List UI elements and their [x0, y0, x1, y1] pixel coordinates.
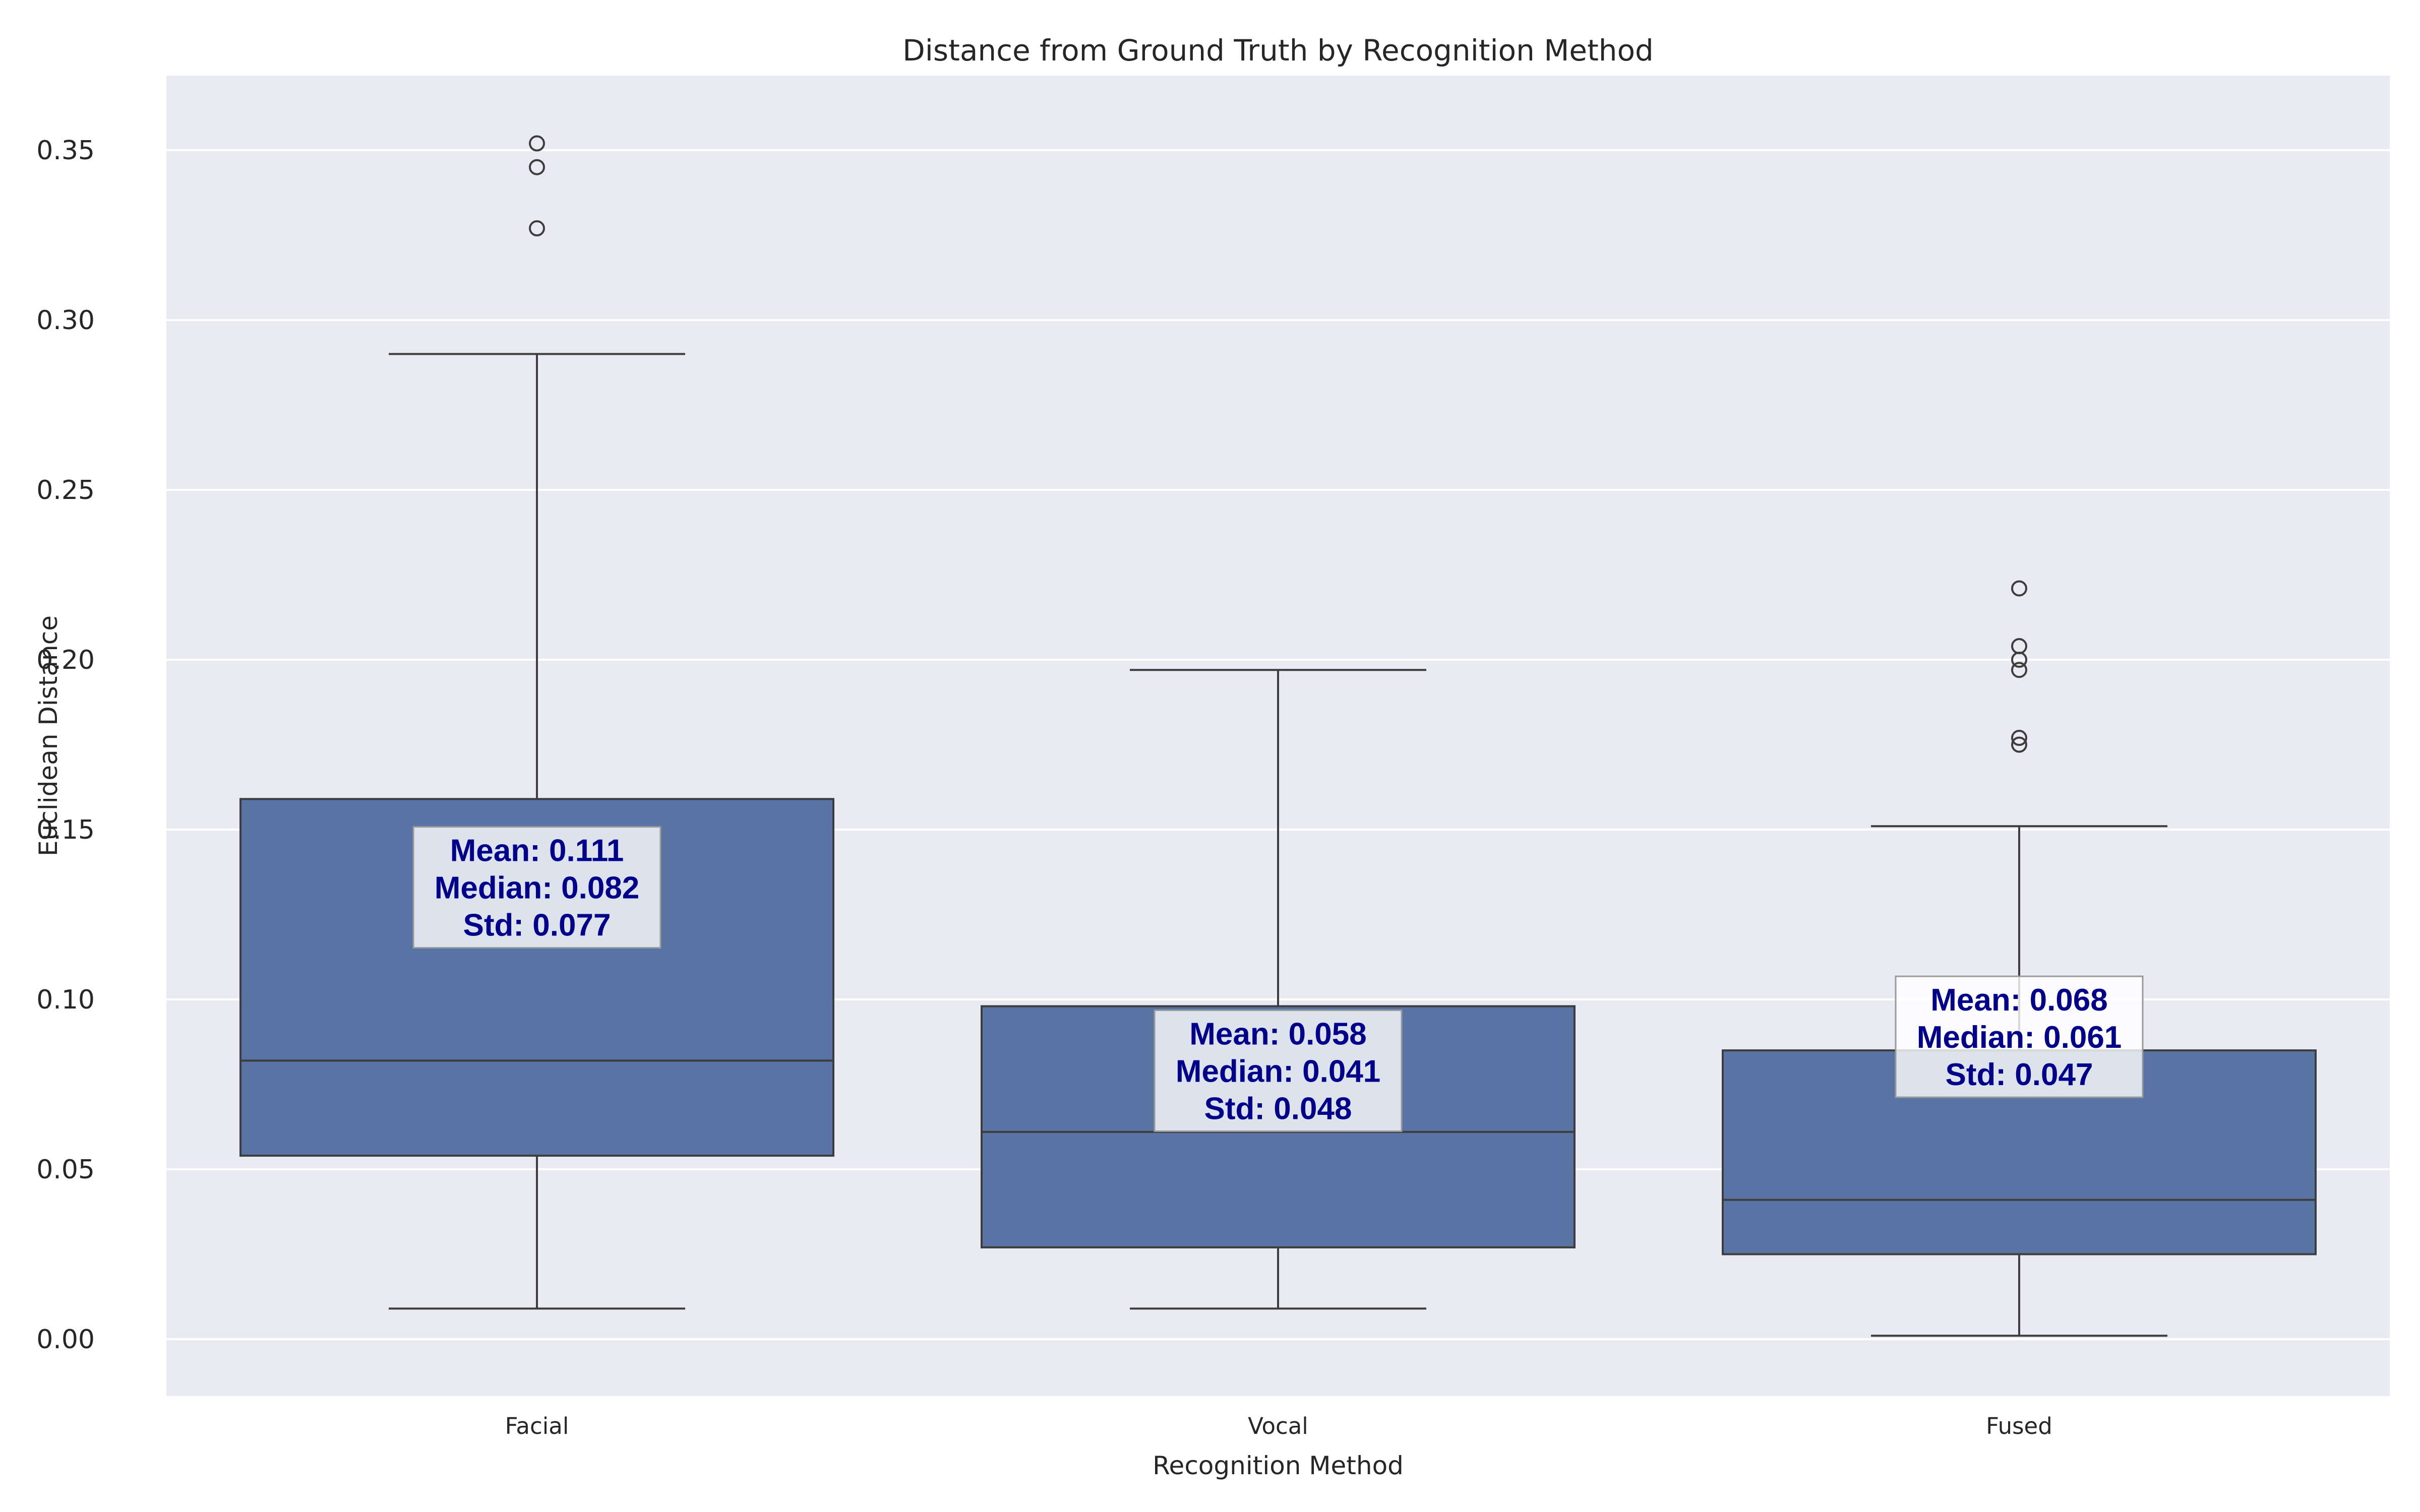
y-tick-label: 0.05	[36, 1155, 95, 1185]
y-tick-label: 0.30	[36, 305, 95, 336]
outlier-point	[529, 159, 545, 175]
y-tick-label: 0.20	[36, 645, 95, 675]
y-axis-ticks: 0.00 0.05 0.10 0.15 0.20 0.25 0.30 0.35	[36, 136, 95, 1355]
y-axis-label: Euclidean Distance	[34, 615, 63, 856]
x-tick-label: Fused	[1986, 1413, 2052, 1439]
x-tick-label: Vocal	[1248, 1413, 1308, 1439]
annotation-line: Std: 0.047	[1946, 1057, 2093, 1092]
outlier-point	[2011, 580, 2027, 597]
x-tick-label: Facial	[505, 1413, 569, 1439]
y-tick-label: 0.15	[36, 815, 95, 845]
outlier-point	[2011, 730, 2027, 746]
chart-title: Distance from Ground Truth by Recognitio…	[902, 33, 1654, 68]
annotation-line: Mean: 0.058	[1189, 1017, 1367, 1052]
y-tick-label: 0.00	[36, 1325, 95, 1355]
annotation-line: Mean: 0.111	[450, 834, 624, 868]
y-tick-label: 0.35	[36, 136, 95, 166]
annotation-box	[412, 826, 661, 949]
annotation-line: Std: 0.077	[463, 908, 611, 943]
outlier-point	[529, 135, 545, 152]
annotation-line: Median: 0.082	[435, 871, 640, 906]
x-axis-ticks: Facial Vocal Fused	[505, 1413, 2052, 1439]
annotation-box	[1895, 975, 2144, 1098]
outlier-point	[2011, 662, 2027, 678]
outlier-point	[2011, 736, 2027, 753]
outlier-point	[2011, 638, 2027, 655]
annotation-line: Std: 0.048	[1204, 1092, 1352, 1126]
y-tick-label: 0.10	[36, 985, 95, 1015]
outlier-point	[529, 220, 545, 237]
x-axis-label: Recognition Method	[1153, 1451, 1404, 1480]
annotation-box	[1154, 1010, 1403, 1132]
annotation-line: Median: 0.041	[1176, 1054, 1381, 1089]
y-tick-label: 0.25	[36, 475, 95, 506]
annotation-line: Mean: 0.068	[1930, 983, 2108, 1018]
annotation-line: Median: 0.061	[1917, 1020, 2122, 1055]
